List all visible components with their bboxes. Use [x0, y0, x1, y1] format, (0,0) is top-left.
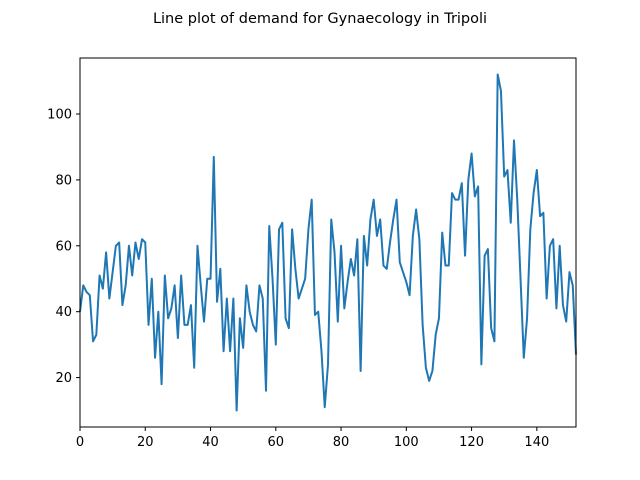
x-tick-label: 60 [268, 435, 285, 450]
axis-ticks: 0 20 40 60 80 100 120 140 20 40 60 80 100 [47, 108, 549, 450]
x-tick-label: 20 [137, 435, 154, 450]
y-tick-label: 80 [55, 173, 72, 188]
chart-title: Line plot of demand for Gynaecology in T… [153, 11, 487, 27]
x-tick-label: 0 [76, 435, 84, 450]
series-line-0 [79, 73, 577, 412]
y-tick-label: 100 [47, 108, 72, 123]
axes-frame [79, 57, 577, 428]
x-tick-label: 40 [202, 435, 219, 450]
y-tick-label: 60 [55, 239, 72, 254]
x-tick-label: 140 [524, 435, 549, 450]
x-tick-label: 100 [394, 435, 419, 450]
y-tick-label: 20 [55, 371, 72, 386]
x-tick-label: 80 [333, 435, 350, 450]
y-tick-label: 40 [55, 305, 72, 320]
x-tick-label: 120 [459, 435, 484, 450]
plot-area [79, 73, 577, 412]
